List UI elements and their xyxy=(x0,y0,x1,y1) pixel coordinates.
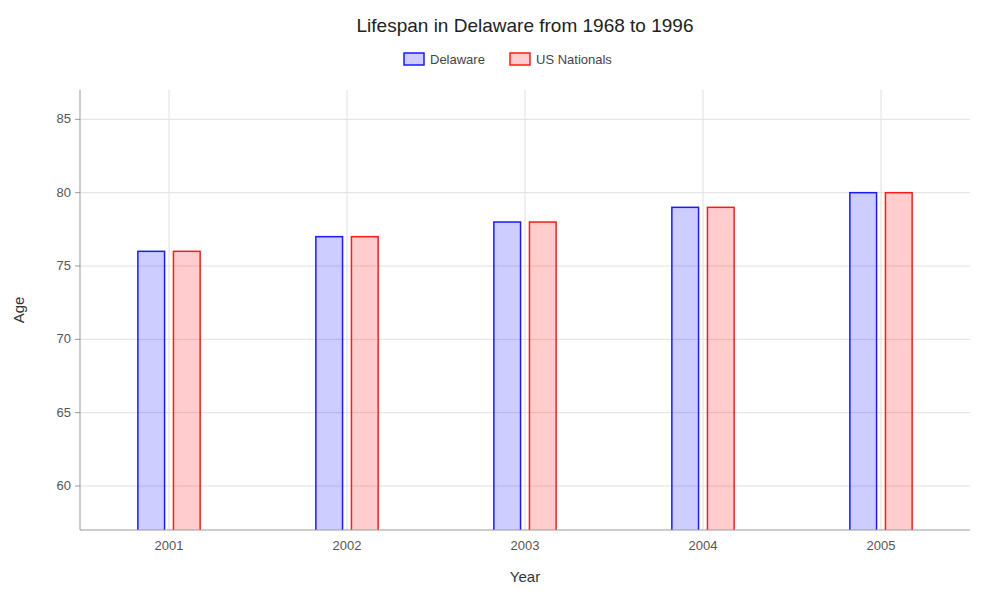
bar xyxy=(672,207,699,530)
grid xyxy=(80,90,970,530)
x-tick-label: 2005 xyxy=(867,538,896,553)
x-tick-label: 2001 xyxy=(155,538,184,553)
y-tick-label: 60 xyxy=(57,478,71,493)
chart: 60 65 70 75 80 85 2001 2002 2003 2004 2005 Year Age L… xyxy=(0,0,1000,600)
bar xyxy=(529,222,556,530)
x-grid-line xyxy=(525,90,526,530)
bar xyxy=(351,237,378,530)
legend: Delaware US Nationals xyxy=(404,52,612,67)
y-tick-label: 75 xyxy=(57,258,71,273)
bars xyxy=(138,193,912,530)
y-tick xyxy=(75,412,80,413)
bar xyxy=(173,251,200,530)
x-grid-line xyxy=(169,90,170,530)
bar xyxy=(316,237,343,530)
x-tick-label: 2003 xyxy=(511,538,540,553)
y-tick-label: 85 xyxy=(57,111,71,126)
y-tick xyxy=(75,339,80,340)
y-tick-label: 70 xyxy=(57,331,71,346)
bar xyxy=(707,207,734,530)
bar xyxy=(885,193,912,530)
chart-container: 60 65 70 75 80 85 2001 2002 2003 2004 2005 Year Age L… xyxy=(0,0,1000,600)
x-tick-label: 2002 xyxy=(333,538,362,553)
y-axis-label: Age xyxy=(10,297,27,324)
legend-label: Delaware xyxy=(430,52,485,67)
y-tick xyxy=(75,192,80,193)
y-tick-label: 80 xyxy=(57,185,71,200)
y-tick xyxy=(75,486,80,487)
x-axis-label: Year xyxy=(510,568,540,585)
axes: 60 65 70 75 80 85 2001 2002 2003 2004 2005 xyxy=(57,90,970,553)
title: Lifespan in Delaware from 1968 to 1996 xyxy=(357,15,694,36)
x-grid-line xyxy=(881,90,882,530)
legend-swatch xyxy=(510,53,530,65)
legend-label: US Nationals xyxy=(536,52,612,67)
x-axis-line xyxy=(80,530,970,531)
x-grid-line xyxy=(703,90,704,530)
bar xyxy=(138,251,165,530)
bar xyxy=(850,193,877,530)
x-tick-label: 2004 xyxy=(689,538,718,553)
y-tick xyxy=(75,119,80,120)
bar xyxy=(494,222,521,530)
legend-swatch xyxy=(404,53,424,65)
x-grid-line xyxy=(347,90,348,530)
y-axis-line xyxy=(80,90,81,530)
y-tick xyxy=(75,266,80,267)
y-tick-label: 65 xyxy=(57,405,71,420)
